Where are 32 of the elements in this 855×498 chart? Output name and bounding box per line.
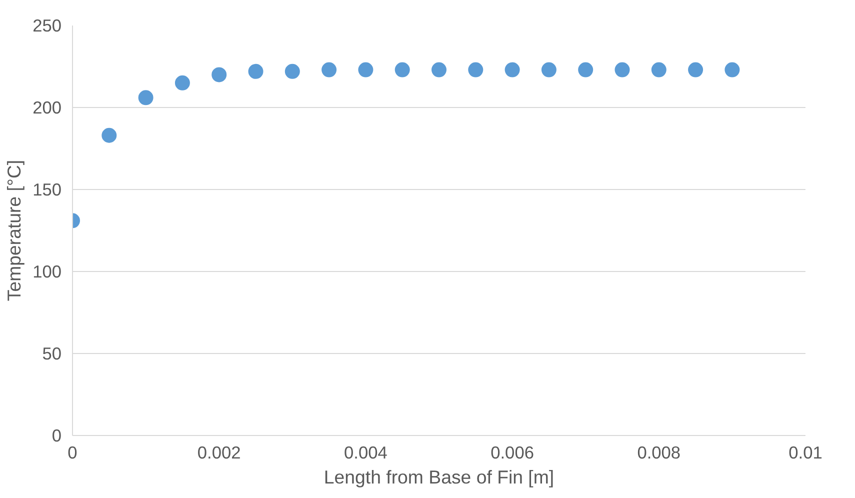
y-axis-title: Temperature [°C]: [4, 160, 25, 302]
y-tick-label: 50: [42, 344, 62, 364]
x-tick-label: 0.008: [637, 442, 681, 462]
point: [212, 67, 227, 82]
y-tick-label: 150: [32, 180, 62, 200]
point: [432, 62, 446, 78]
point: [248, 64, 264, 79]
point: [688, 62, 704, 78]
x-tick-label: 0.006: [490, 442, 534, 462]
point: [358, 62, 374, 78]
x-axis-title: Length from Base of Fin [m]: [324, 466, 554, 488]
point: [284, 64, 300, 79]
point: [724, 62, 740, 78]
point: [174, 75, 190, 90]
x-tick-label: 0: [68, 442, 78, 462]
point: [468, 62, 484, 78]
point: [394, 62, 410, 78]
point: [102, 128, 117, 143]
point: [504, 62, 520, 78]
x-tick-label: 0.002: [197, 442, 241, 462]
x-tick-label: 0.004: [344, 442, 388, 462]
x-tick-label: 0.01: [788, 442, 822, 462]
point: [651, 62, 666, 78]
point: [578, 62, 594, 78]
point: [322, 62, 337, 78]
point: [541, 62, 556, 78]
y-tick-label: 0: [52, 426, 62, 446]
y-tick-label: 100: [32, 262, 62, 282]
y-tick-label: 250: [32, 16, 62, 36]
point: [614, 62, 630, 78]
y-tick-label: 200: [32, 98, 62, 118]
point: [138, 90, 154, 106]
